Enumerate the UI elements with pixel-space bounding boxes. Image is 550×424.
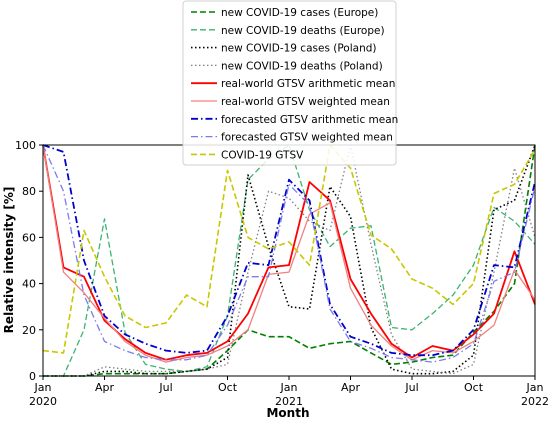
series-line-covid-19-gtsv [42, 144, 536, 354]
legend-label: COVID-19 GTSV [221, 149, 304, 161]
y-tick-label: 80 [22, 185, 36, 198]
x-tick-label: Apr [95, 381, 115, 394]
x-tick-label: Jul [158, 381, 172, 394]
series-line-forecasted-gtsv-arithmetic-mean [42, 144, 536, 357]
x-tick-label: Apr [341, 381, 361, 394]
legend-label: new COVID-19 cases (Europe) [221, 7, 378, 19]
series-line-real-world-gtsv-weighted-mean [42, 144, 536, 363]
legend-box [182, 0, 397, 166]
x-tick-label: Jan [526, 381, 544, 394]
x-tick-label: Jan [34, 381, 52, 394]
series-line-forecasted-gtsv-weighted-mean [42, 144, 536, 363]
x-axis-label: Month [266, 406, 309, 420]
y-tick-label: 0 [29, 370, 36, 383]
x-tick-label: Oct [218, 381, 238, 394]
y-tick-label: 60 [22, 231, 36, 244]
y-tick-label: 20 [22, 324, 36, 337]
series-layer [42, 144, 536, 377]
legend-label: new COVID-19 deaths (Poland) [221, 60, 383, 72]
legend-label: new COVID-19 deaths (Europe) [221, 25, 385, 37]
series-line-new-covid-19-cases-poland [43, 144, 536, 377]
legend: new COVID-19 cases (Europe) new COVID-19 … [182, 0, 398, 166]
y-tick-label: 100 [15, 139, 36, 152]
y-axis-label: Relative intensity [%] [2, 187, 16, 334]
y-tick-label: 40 [22, 278, 36, 291]
legend-label: forecasted GTSV weighted mean [221, 132, 393, 144]
x-tick-year-label: 2021 [275, 395, 303, 408]
x-tick-year-label: 2022 [521, 395, 549, 408]
x-tick-label: Jul [404, 381, 418, 394]
legend-label: new COVID-19 cases (Poland) [221, 43, 377, 55]
series-line-new-covid-19-cases-europe [43, 144, 536, 377]
series-line-new-covid-19-deaths-poland [43, 144, 536, 377]
x-tick-year-label: 2020 [29, 395, 57, 408]
x-tick-label: Oct [464, 381, 484, 394]
legend-label: real-world GTSV weighted mean [221, 96, 390, 108]
x-tick-label: Jan [280, 381, 298, 394]
legend-label: forecasted GTSV arithmetic mean [221, 114, 398, 126]
legend-label: real-world GTSV arithmetic mean [221, 78, 395, 90]
series-line-new-covid-19-deaths-europe [43, 144, 536, 377]
